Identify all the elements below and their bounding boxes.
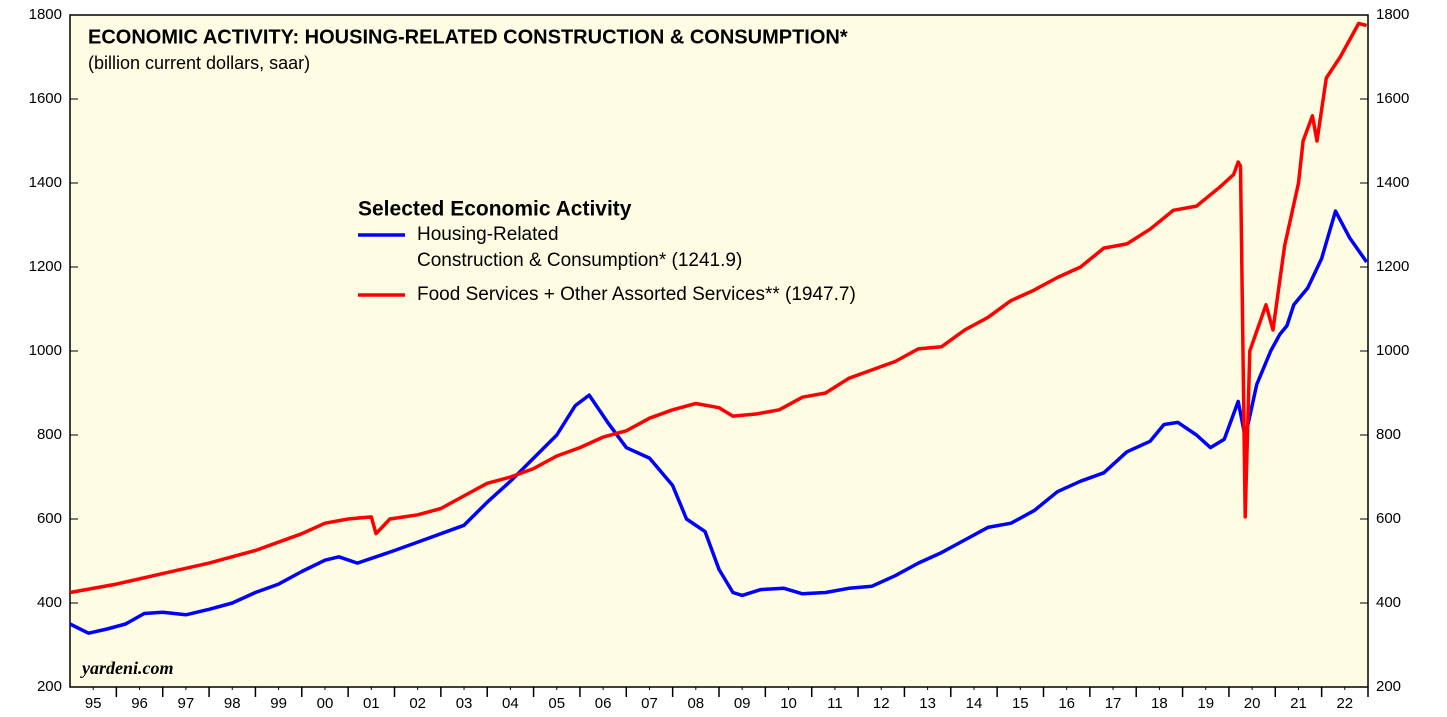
x-tick-label: 15 bbox=[1012, 695, 1029, 712]
x-tick-label: 17 bbox=[1105, 695, 1122, 712]
x-tick-label: 20 bbox=[1244, 695, 1261, 712]
y-tick-label: 1000 bbox=[29, 342, 62, 359]
x-tick-label: 16 bbox=[1058, 695, 1075, 712]
x-tick-label: 07 bbox=[641, 695, 658, 712]
x-tick-label: 12 bbox=[873, 695, 890, 712]
x-tick-label: 06 bbox=[595, 695, 612, 712]
x-tick-label: 97 bbox=[178, 695, 195, 712]
x-tick-label: 00 bbox=[317, 695, 334, 712]
y2-tick-label: 1000 bbox=[1376, 342, 1409, 359]
y-tick-label: 1800 bbox=[29, 6, 62, 23]
x-tick-label: 19 bbox=[1197, 695, 1214, 712]
x-tick-label: 95 bbox=[85, 695, 102, 712]
annotation: yardeni.com bbox=[80, 658, 174, 678]
x-tick-label: 99 bbox=[270, 695, 287, 712]
y2-tick-label: 1400 bbox=[1376, 174, 1409, 191]
x-tick-label: 05 bbox=[548, 695, 565, 712]
legend-title: Selected Economic Activity bbox=[358, 198, 632, 221]
y-tick-label: 1200 bbox=[29, 258, 62, 275]
x-tick-label: 09 bbox=[734, 695, 751, 712]
legend-label: Housing-Related Construction & Consumpti… bbox=[417, 224, 743, 271]
line bbox=[69, 209, 1369, 635]
y2-tick-label: 800 bbox=[1376, 426, 1401, 443]
y2-tick-label: 400 bbox=[1376, 594, 1401, 611]
y2-tick-label: 600 bbox=[1376, 510, 1401, 527]
y2-tick-label: 1600 bbox=[1376, 90, 1409, 107]
x-tick-label: 22 bbox=[1336, 695, 1353, 712]
x-tick-label: 01 bbox=[363, 695, 380, 712]
chart-title: ECONOMIC ACTIVITY: HOUSING-RELATED CONST… bbox=[88, 26, 848, 48]
line bbox=[69, 21, 1368, 595]
y-tick-label: 600 bbox=[37, 510, 62, 527]
x-tick-label: 08 bbox=[687, 695, 704, 712]
chart-subtitle: (billion current dollars, saar) bbox=[88, 53, 310, 73]
x-tick-label: 02 bbox=[409, 695, 426, 712]
y2-tick-label: 1200 bbox=[1376, 258, 1409, 275]
x-tick-label: 11 bbox=[827, 695, 843, 712]
x-tick-label: 98 bbox=[224, 695, 241, 712]
plot-area bbox=[69, 14, 1369, 688]
x-tick-label: 10 bbox=[780, 695, 797, 712]
x-tick-label: 18 bbox=[1151, 695, 1168, 712]
x-tick-label: 21 bbox=[1290, 695, 1307, 712]
y-tick-label: 400 bbox=[37, 594, 62, 611]
x-tick-label: 04 bbox=[502, 695, 519, 712]
x-tick-label: 14 bbox=[966, 695, 983, 712]
x-tick-label: 13 bbox=[919, 695, 936, 712]
y-tick-label: 800 bbox=[37, 426, 62, 443]
legend-label: Food Services + Other Assorted Services*… bbox=[417, 284, 856, 305]
y-tick-label: 1600 bbox=[29, 90, 62, 107]
x-tick-label: 03 bbox=[456, 695, 473, 712]
y2-tick-label: 1800 bbox=[1376, 6, 1409, 23]
x-tick-label: 96 bbox=[131, 695, 148, 712]
y-tick-label: 200 bbox=[37, 678, 62, 695]
y2-tick-label: 200 bbox=[1376, 678, 1401, 695]
y-tick-label: 1400 bbox=[29, 174, 62, 191]
